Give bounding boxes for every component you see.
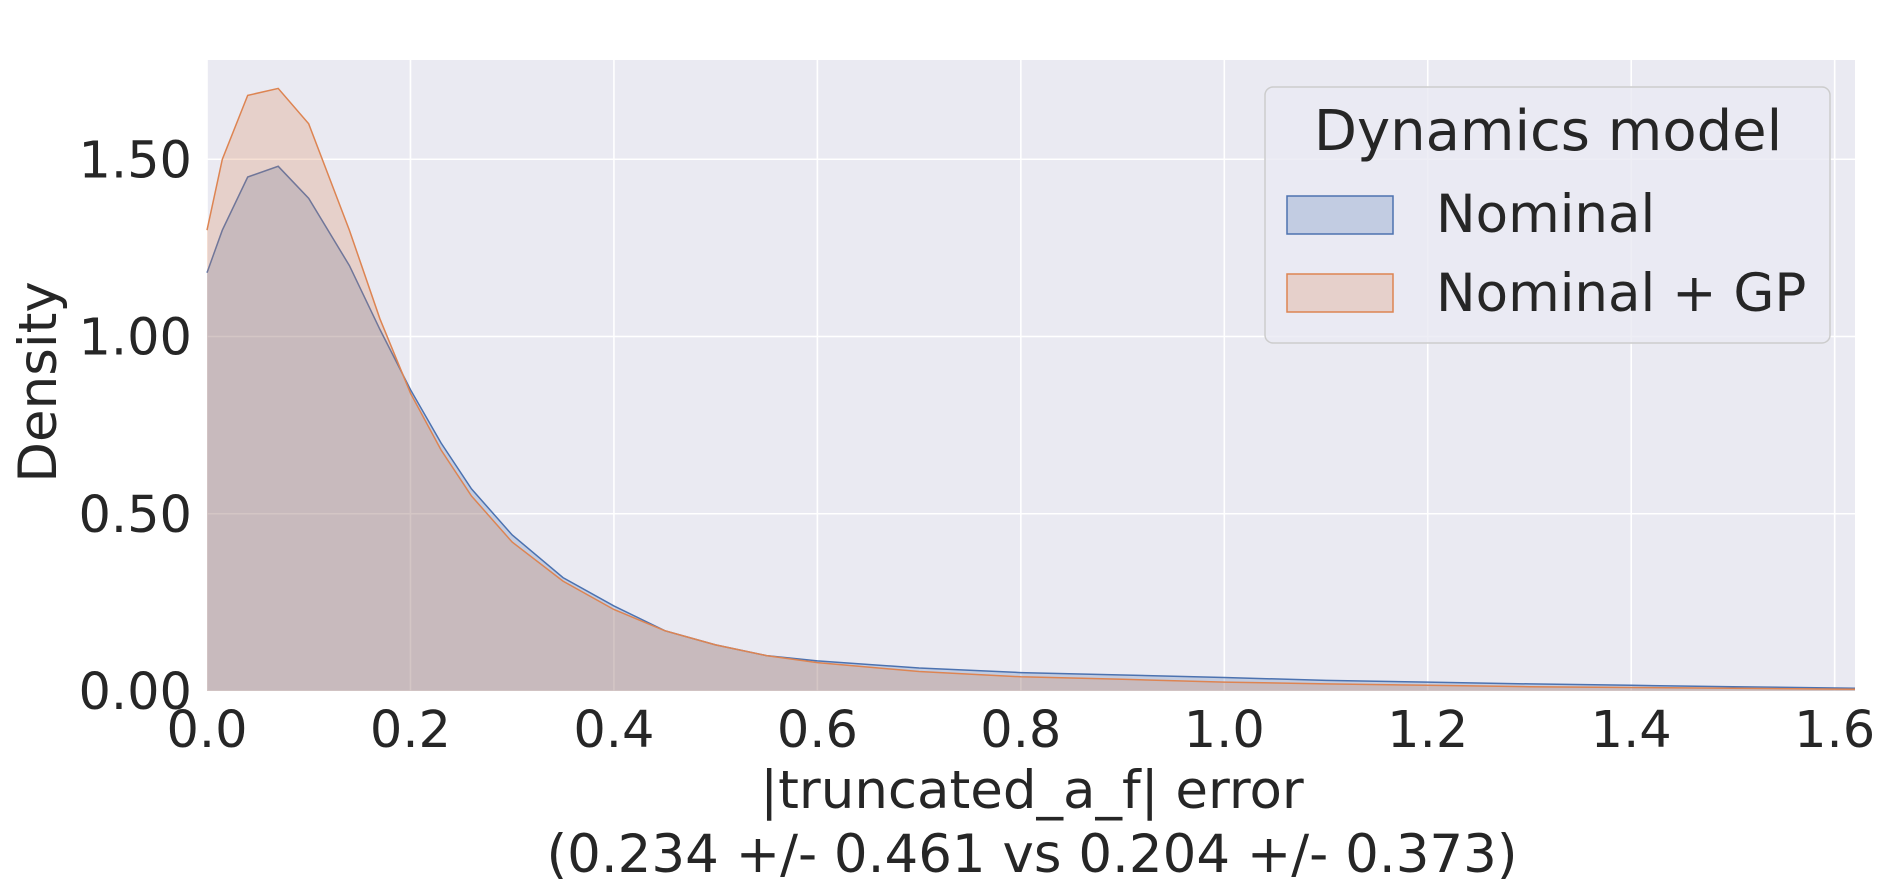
x-axis-ticks: 0.0 0.2 0.4 0.6 0.8 1.0 1.2 1.4 1.6 [166, 701, 1875, 760]
legend-frame [1264, 86, 1831, 344]
density-area-nominal-gp [207, 88, 1855, 691]
x-tick-label: 0.4 [573, 701, 654, 760]
x-tick-label: 1.6 [1794, 701, 1875, 760]
x-tick-label: 0.8 [980, 701, 1061, 760]
x-tick-label: 0.6 [777, 701, 858, 760]
y-axis-label: Density [8, 281, 69, 483]
x-axis-label-stats: (0.234 +/- 0.461 vs 0.204 +/- 0.373) [546, 824, 1517, 885]
y-tick-label: 1.50 [78, 131, 192, 190]
legend-label-nominal: Nominal [1436, 184, 1655, 245]
density-area-nominal [207, 166, 1855, 692]
x-tick-label: 1.2 [1387, 701, 1468, 760]
y-tick-label: 0.50 [78, 486, 192, 545]
grid [206, 60, 1855, 692]
x-tick-label: 0.2 [370, 701, 451, 760]
density-areas [206, 87, 1856, 692]
y-tick-label: 1.00 [78, 309, 192, 368]
legend: Dynamics model Nominal Nominal + GP [1264, 86, 1831, 344]
x-axis-label: |truncated_a_f| error [760, 760, 1304, 821]
legend-label-nominal-gp: Nominal + GP [1436, 263, 1806, 324]
x-tick-label: 1.4 [1591, 701, 1672, 760]
density-line-nominal-gp [206, 87, 1856, 690]
y-axis-ticks: 0.00 0.50 1.00 1.50 [78, 131, 192, 722]
legend-title: Dynamics model [1314, 99, 1782, 164]
x-tick-label: 0.0 [166, 701, 247, 760]
x-tick-label: 1.0 [1184, 701, 1265, 760]
legend-swatch-nominal [1286, 195, 1394, 235]
legend-swatch-nominal-gp [1286, 273, 1394, 313]
y-tick-label: 0.00 [78, 663, 192, 722]
